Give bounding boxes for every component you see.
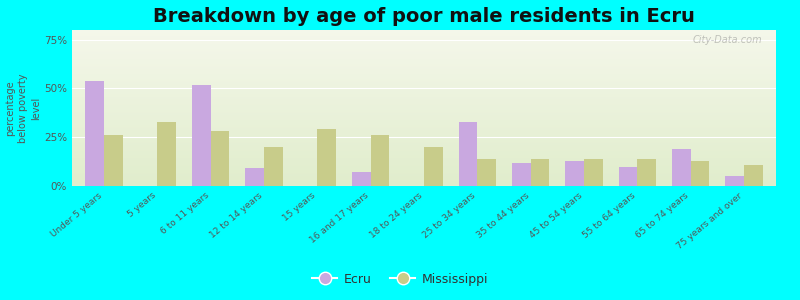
- Bar: [318, 129, 336, 186]
- Bar: [672, 149, 690, 186]
- Bar: [424, 147, 442, 186]
- Bar: [246, 168, 264, 186]
- Bar: [86, 81, 104, 186]
- Bar: [352, 172, 370, 186]
- Bar: [192, 85, 210, 186]
- Legend: Ecru, Mississippi: Ecru, Mississippi: [307, 268, 493, 291]
- Bar: [370, 135, 390, 186]
- Bar: [618, 167, 638, 186]
- Bar: [690, 161, 710, 186]
- Bar: [726, 176, 744, 186]
- Bar: [530, 159, 550, 186]
- Title: Breakdown by age of poor male residents in Ecru: Breakdown by age of poor male residents …: [153, 7, 695, 26]
- Text: City-Data.com: City-Data.com: [692, 35, 762, 45]
- Bar: [584, 159, 602, 186]
- Y-axis label: percentage
below poverty
level: percentage below poverty level: [5, 73, 42, 143]
- Bar: [210, 131, 230, 186]
- Bar: [104, 135, 122, 186]
- Bar: [478, 159, 496, 186]
- Bar: [638, 159, 656, 186]
- Bar: [744, 164, 762, 186]
- Bar: [566, 161, 584, 186]
- Bar: [512, 163, 530, 186]
- Bar: [158, 122, 176, 186]
- Bar: [458, 122, 478, 186]
- Bar: [264, 147, 282, 186]
